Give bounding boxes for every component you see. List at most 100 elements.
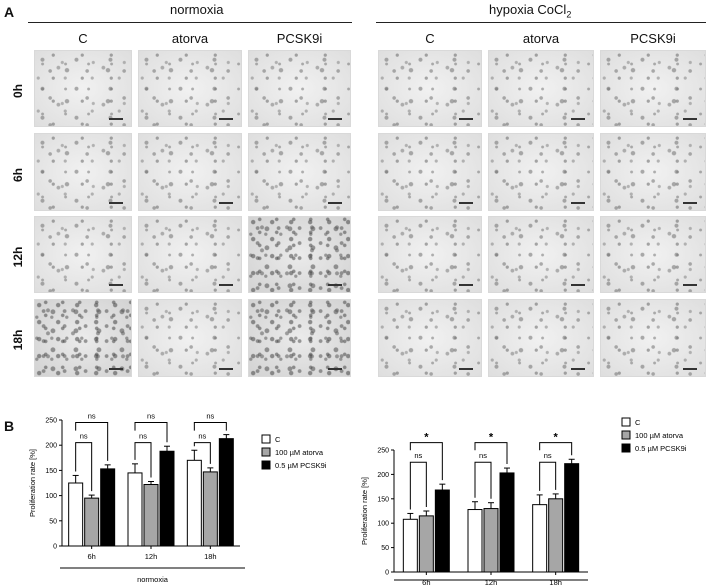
micrograph-normoxia-atorva-12h [138, 216, 242, 293]
row-label-0h: 0h [11, 84, 25, 99]
normoxia-chart-x-tick-label: 18h [204, 552, 217, 561]
normoxia-chart-legend-label: 0.5 µM PCSK9i [275, 461, 327, 470]
micrograph-hypoxia-atorva-0h [488, 50, 594, 127]
micrograph-normoxia-pcsk9i-18h [248, 299, 351, 377]
normoxia-chart-x-tick-label: 6h [87, 552, 95, 561]
hypoxia-chart-legend-label: C [635, 418, 641, 427]
normoxia-chart-bar [159, 450, 175, 547]
hypoxia-chart-significance-label: ns [479, 451, 487, 460]
hypoxia-chart-bar [467, 509, 483, 573]
hypoxia-chart-legend-label: 100 µM atorva [635, 431, 684, 440]
hypoxia-chart-y-tick-label: 0 [385, 570, 389, 577]
micrograph-hypoxia-c-6h [378, 133, 482, 211]
micrograph-hypoxia-c-0h [378, 50, 482, 127]
micrograph-normoxia-pcsk9i-12h [248, 216, 351, 293]
micrograph-hypoxia-pcsk9i-18h [600, 299, 706, 377]
hypoxia-chart-bar [483, 508, 499, 573]
hypoxia-chart-bar [532, 504, 548, 573]
normoxia-chart-bar [68, 482, 84, 547]
hypoxia-chart-significance-bracket [539, 442, 573, 456]
hypoxia-title-subscript: 2 [566, 9, 572, 20]
normoxia-chart-legend-swatch [261, 460, 271, 470]
normoxia-chart-y-tick-label: 200 [45, 443, 57, 450]
hypoxia-chart-x-tick-label: 12h [485, 578, 498, 587]
normoxia-chart-bar [186, 459, 202, 547]
hypoxia-chart-bar [499, 472, 515, 573]
hypoxia-chart-significance-bracket [409, 461, 427, 510]
micrograph-hypoxia-pcsk9i-6h [600, 133, 706, 211]
hypoxia-chart-legend-swatch [621, 443, 631, 453]
hypoxia-title: hypoxia CoCl2 [489, 2, 571, 20]
hypoxia-chart-significance-label: ns [544, 451, 552, 460]
micrograph-hypoxia-pcsk9i-12h [600, 216, 706, 293]
normoxia-chart-y-tick-label: 250 [45, 418, 57, 425]
col-label-hypoxia-c: C [425, 31, 435, 46]
normoxia-chart-y-axis-label: Proliferation rate [%] [28, 449, 37, 517]
col-label-normoxia-c: C [78, 31, 88, 46]
normoxia-chart-x-tick-label: 12h [145, 552, 158, 561]
hypoxia-chart-legend-label: 0.5 µM PCSK9i [635, 444, 687, 453]
hypoxia-chart-bar [564, 463, 580, 573]
normoxia-chart-bar [143, 484, 159, 547]
hypoxia-chart-y-axis-label: Proliferation rate [%] [360, 477, 369, 545]
normoxia-chart-y-tick-label: 0 [53, 544, 57, 551]
panel-b-letter: B [4, 418, 15, 434]
hypoxia-chart-significance-label: * [489, 432, 494, 444]
micrograph-hypoxia-c-12h [378, 216, 482, 293]
normoxia-chart-y-tick-label: 100 [45, 493, 57, 500]
micrograph-hypoxia-atorva-18h [488, 299, 594, 377]
micrograph-normoxia-pcsk9i-0h [248, 50, 351, 127]
normoxia-chart-y-tick-label: 50 [49, 518, 57, 525]
normoxia-chart-significance-bracket [75, 422, 109, 461]
normoxia-chart-bar [127, 472, 143, 547]
normoxia-chart-significance-bracket [134, 422, 168, 443]
micrograph-normoxia-atorva-0h [138, 50, 242, 127]
normoxia-chart-legend-swatch [261, 434, 271, 444]
hypoxia-title-text: hypoxia CoCl [489, 2, 567, 17]
hypoxia-chart-significance-bracket [474, 442, 508, 465]
normoxia-title: normoxia [170, 2, 224, 17]
normoxia-chart-legend-label: C [275, 435, 281, 444]
normoxia-chart-significance-label: ns [88, 412, 96, 421]
col-label-normoxia-pcsk9i: PCSK9i [276, 31, 323, 46]
hypoxia-chart-y-tick-label: 50 [381, 545, 389, 552]
hypoxia-chart-bar [402, 518, 418, 573]
hypoxia-divider [376, 22, 706, 23]
normoxia-chart-y-tick-label: 150 [45, 468, 57, 475]
micrograph-normoxia-pcsk9i-6h [248, 133, 351, 211]
normoxia-divider [28, 22, 352, 23]
hypoxia-chart-bar [548, 498, 564, 573]
micrograph-hypoxia-pcsk9i-0h [600, 50, 706, 127]
micrograph-normoxia-c-0h [34, 50, 132, 127]
normoxia-chart-bar [202, 471, 218, 547]
hypoxia-chart-significance-bracket [474, 461, 492, 499]
normoxia-chart-significance-label: ns [139, 432, 147, 441]
micrograph-hypoxia-atorva-12h [488, 216, 594, 293]
normoxia-chart-significance-label: ns [206, 412, 214, 421]
hypoxia-proliferation-chart: 0 50 100 150 200 250 Proliferation rate [%] 6h n… [360, 417, 687, 588]
hypoxia-chart-bar [418, 515, 434, 573]
normoxia-chart-bar [84, 497, 100, 547]
hypoxia-chart-significance-bracket [409, 442, 443, 481]
row-label-12h: 12h [11, 246, 25, 268]
micrograph-normoxia-c-6h [34, 133, 132, 211]
hypoxia-chart-x-tick-label: 6h [422, 578, 430, 587]
normoxia-chart-legend-swatch [261, 447, 271, 457]
hypoxia-chart-legend-swatch [621, 417, 631, 427]
hypoxia-chart-y-tick-label: 150 [377, 496, 389, 503]
hypoxia-chart-y-tick-label: 100 [377, 521, 389, 528]
micrograph-hypoxia-atorva-6h [488, 133, 594, 211]
normoxia-chart-significance-bracket [75, 442, 93, 492]
hypoxia-chart-legend-swatch [621, 430, 631, 440]
hypoxia-chart-significance-bracket [539, 461, 557, 491]
normoxia-chart-bar [100, 468, 116, 547]
hypoxia-chart-y-tick-label: 200 [377, 472, 389, 479]
hypoxia-chart-bar [434, 489, 450, 573]
micrograph-hypoxia-c-18h [378, 299, 482, 377]
normoxia-chart-significance-label: ns [198, 432, 206, 441]
hypoxia-chart-significance-label: * [554, 432, 559, 444]
normoxia-chart-x-axis-label-text: normoxia [137, 575, 169, 584]
col-label-hypoxia-atorva: atorva [522, 31, 560, 46]
normoxia-proliferation-chart: 0 50 100 150 200 250 Proliferation rate [%] 6h n… [28, 412, 327, 584]
micrograph-normoxia-c-12h [34, 216, 132, 293]
